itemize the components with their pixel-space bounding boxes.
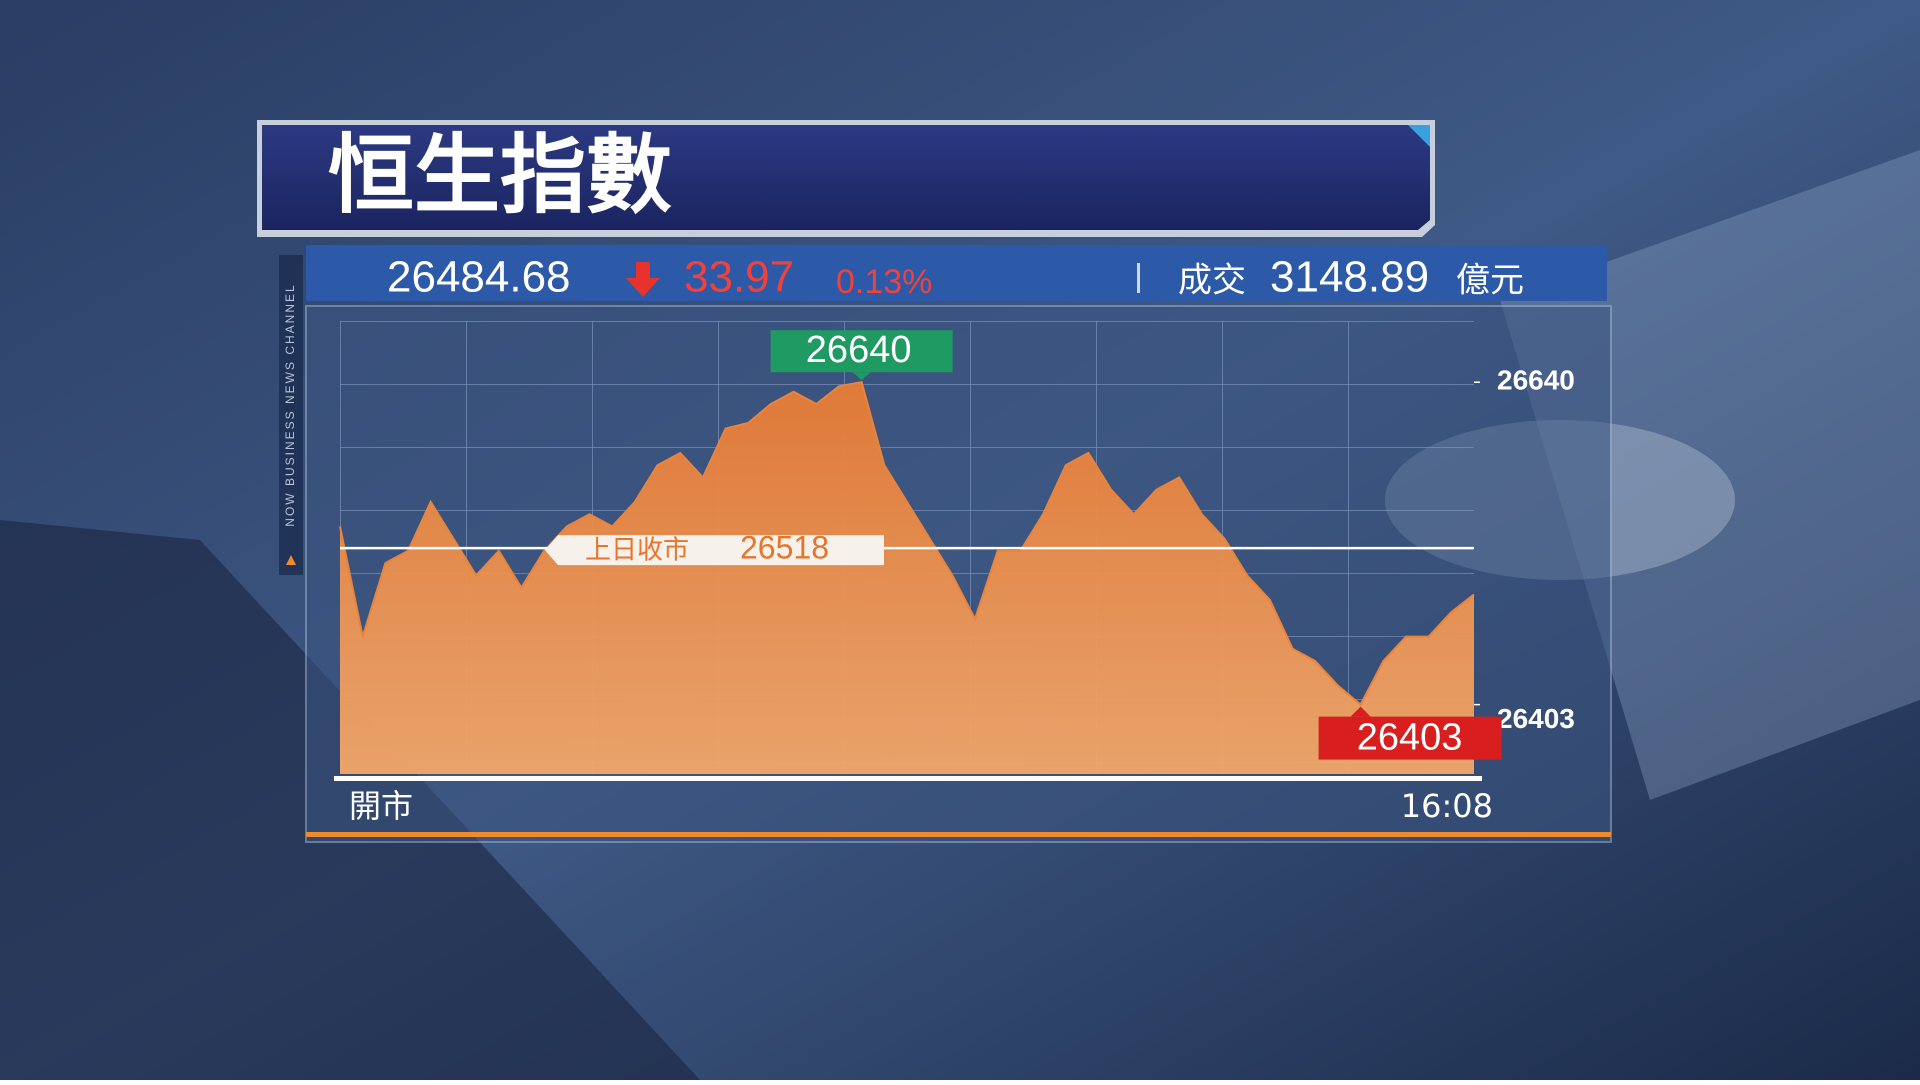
max-box — [770, 330, 953, 373]
reference-value: 26518 — [740, 530, 829, 566]
area-fill — [340, 382, 1474, 774]
reference-box — [545, 535, 884, 566]
change: 33.97 — [684, 253, 794, 302]
min-pointer — [1350, 706, 1371, 717]
x-tick-label: 16:08 — [1401, 787, 1493, 825]
max-label: 26640 — [806, 329, 912, 371]
turnover-unit: 億元 — [1456, 261, 1524, 301]
max-pointer — [852, 372, 871, 381]
accent-stripe — [306, 832, 1611, 837]
turnover-label: 成交 — [1178, 261, 1246, 301]
min-box — [1318, 716, 1502, 760]
channel-name: NOW BUSINESS NEWS CHANNEL — [283, 283, 297, 526]
title-bar — [262, 125, 1430, 230]
side-strip — [279, 255, 303, 575]
reference-label: 上日收市 — [585, 536, 689, 566]
decor — [1408, 125, 1430, 147]
y-tick-label: 26640 — [1497, 365, 1575, 396]
separator — [1137, 263, 1140, 293]
turnover: 3148.89 — [1270, 253, 1429, 302]
y-tick-label: 26403 — [1497, 703, 1575, 734]
area-line — [339, 381, 1475, 707]
last-price: 26484.68 — [387, 253, 571, 302]
down-arrow — [626, 262, 660, 297]
change-percent: 0.13% — [836, 263, 932, 301]
quote-bar — [306, 245, 1607, 301]
min-label: 26403 — [1357, 717, 1463, 759]
x-axis — [334, 776, 1482, 781]
title: 恒生指數 — [328, 125, 672, 225]
decor — [286, 555, 296, 565]
x-tick-label: 開市 — [349, 787, 413, 825]
